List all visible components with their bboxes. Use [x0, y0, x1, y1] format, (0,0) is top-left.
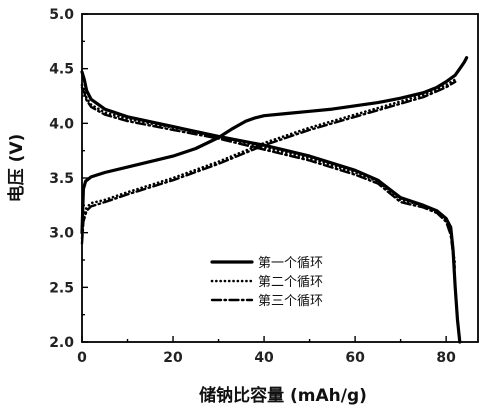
plot-border — [81, 13, 479, 343]
series-2-discharge-line — [80, 83, 457, 267]
y-tick-label: 3.0 — [49, 226, 74, 242]
y-tick-label: 4.5 — [49, 62, 74, 78]
legend-label-2: 第二个循环 — [258, 275, 323, 290]
x-tick-label: 20 — [163, 350, 183, 366]
legend-label-1: 第一个循环 — [258, 256, 323, 271]
y-tick-label: 2.5 — [49, 280, 74, 296]
plot-frame — [81, 13, 479, 343]
y-tick-label: 2.0 — [49, 335, 74, 351]
legend-label-3: 第三个循环 — [258, 294, 323, 309]
series-2-charge-line — [80, 78, 457, 240]
y-axis-title: 电压 (V) — [6, 134, 27, 203]
y-tick-label: 5.0 — [49, 7, 74, 23]
series-3-charge-line — [80, 80, 457, 245]
series-layer — [80, 56, 469, 344]
x-axis-title: 储钠比容量 (mAh/g) — [199, 385, 367, 406]
axis-ticks: 0 20 40 60 80 2.0 2.5 3.0 3.5 4.0 4.5 5.0 — [49, 7, 456, 366]
series-3-discharge-line — [80, 86, 457, 273]
x-tick-label: 40 — [254, 350, 274, 366]
x-tick-label: 60 — [345, 350, 365, 366]
series-1-charge-line — [80, 56, 469, 235]
x-tick-label: 0 — [77, 350, 87, 366]
y-tick-label: 3.5 — [49, 171, 74, 187]
x-tick-label: 80 — [436, 350, 456, 366]
y-tick-label: 4.0 — [49, 116, 74, 132]
